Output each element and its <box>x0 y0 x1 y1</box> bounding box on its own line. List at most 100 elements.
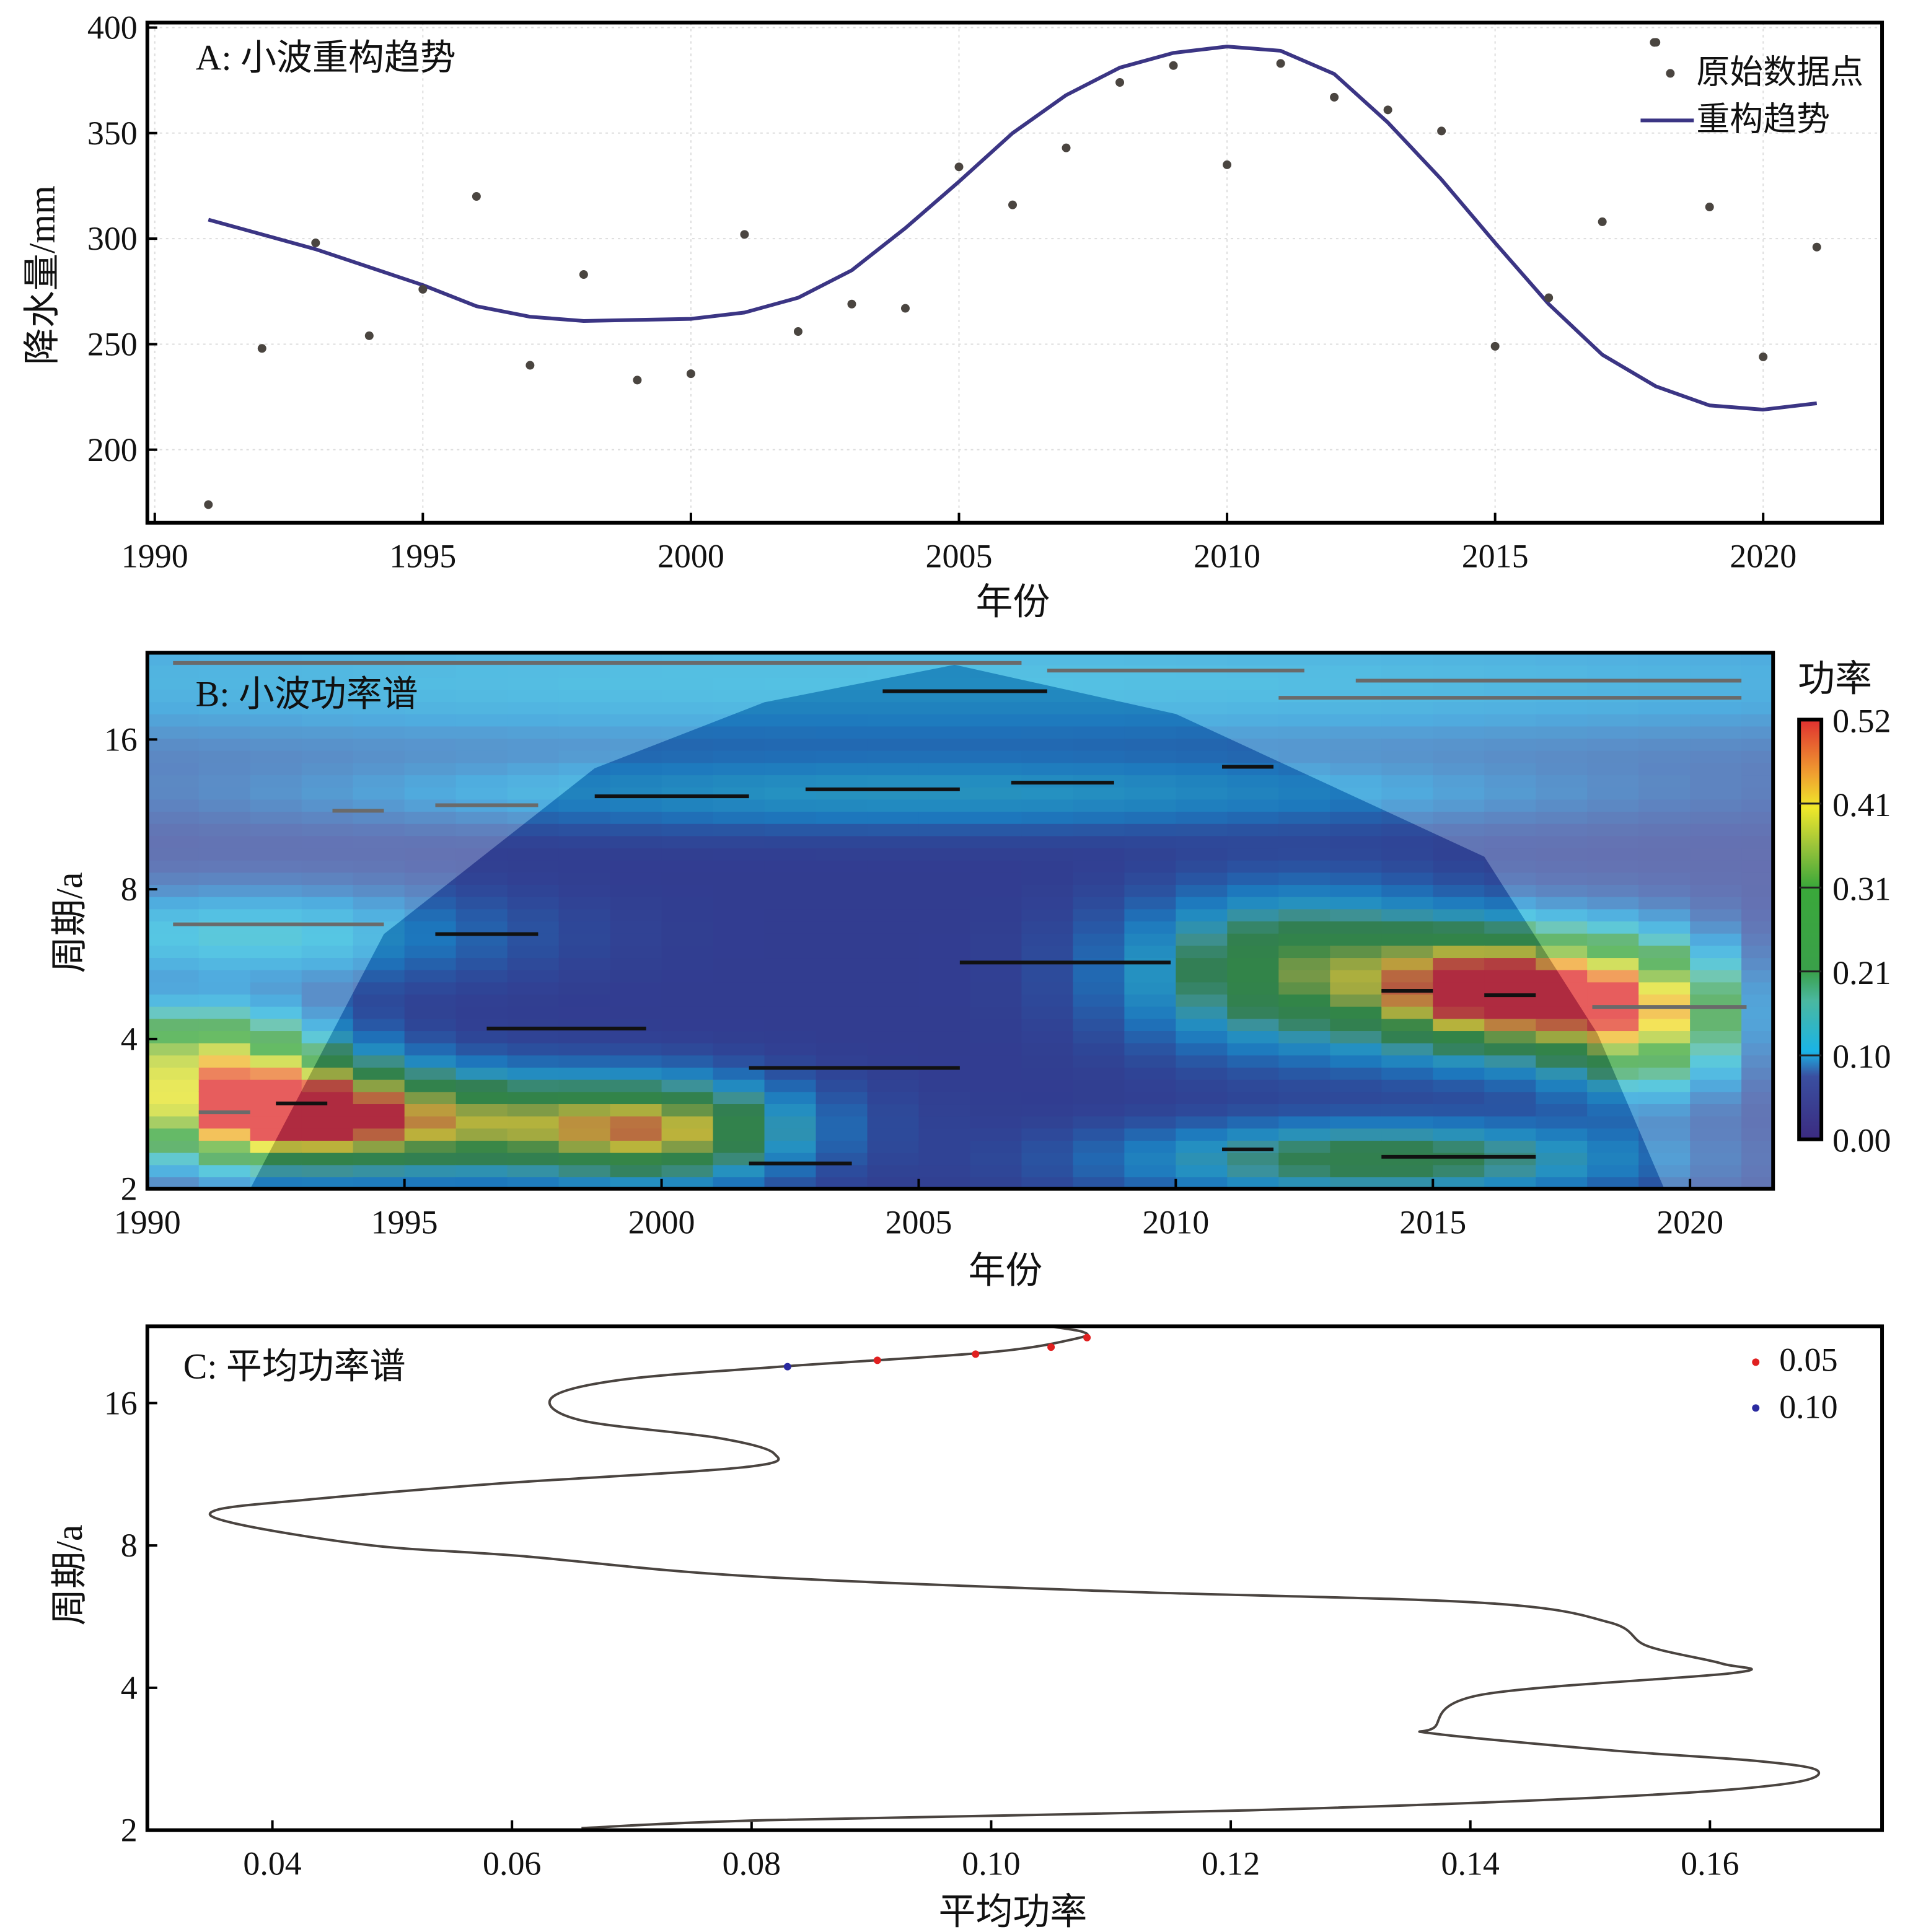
heatmap-cell <box>867 1115 920 1129</box>
heatmap-cell <box>1227 1128 1280 1141</box>
heatmap-cell <box>918 859 971 873</box>
heatmap-cell <box>250 1006 302 1019</box>
heatmap-cell <box>1638 1176 1691 1190</box>
heatmap-cell <box>713 1128 765 1141</box>
heatmap-cell <box>1587 848 1640 861</box>
heatmap-cell <box>1176 896 1228 910</box>
heatmap-cell <box>1587 1079 1640 1092</box>
heatmap-cell <box>918 896 971 910</box>
heatmap-cell <box>507 872 560 885</box>
heatmap-cell <box>1690 1018 1743 1032</box>
heatmap-cell <box>1330 994 1383 1007</box>
heatmap-cell <box>1073 884 1125 897</box>
heatmap-cell <box>1587 1128 1640 1141</box>
heatmap-cell <box>1536 957 1588 970</box>
heatmap-cell <box>455 1164 508 1177</box>
heatmap-cell <box>1484 823 1537 836</box>
colorbar <box>1797 718 1824 1141</box>
heatmap-cell <box>1741 1139 1774 1153</box>
heatmap-cell <box>353 884 405 897</box>
heatmap-cell <box>1587 713 1640 727</box>
heatmap-cell <box>1124 762 1177 776</box>
heatmap-cell <box>250 823 302 836</box>
heatmap-cell <box>713 762 765 776</box>
data-point <box>1169 61 1178 70</box>
heatmap-cell <box>1381 1067 1434 1080</box>
heatmap-cell <box>455 726 508 739</box>
heatmap-cell <box>764 848 817 861</box>
heatmap-cell <box>1638 969 1691 983</box>
heatmap-cell <box>1227 750 1280 763</box>
heatmap-cell <box>301 786 354 800</box>
heatmap-cell <box>558 896 611 910</box>
heatmap-cell <box>1381 1055 1434 1068</box>
heatmap-cell <box>1278 884 1331 897</box>
heatmap-cell <box>1536 1128 1588 1141</box>
heatmap-cell <box>455 859 508 873</box>
heatmap-cell <box>1124 1030 1177 1043</box>
heatmap-cell <box>1124 1042 1177 1056</box>
heatmap-cell <box>198 1079 251 1092</box>
heatmap-cell <box>1484 786 1537 800</box>
heatmap-cell <box>1536 738 1588 751</box>
heatmap-cell <box>1638 823 1691 836</box>
heatmap-cell <box>1124 835 1177 849</box>
heatmap-cell <box>816 835 868 849</box>
heatmap-cell <box>764 738 817 751</box>
legend-raw-points: 原始数据点 <box>1696 53 1863 90</box>
heatmap-cell <box>1741 1104 1774 1117</box>
heatmap-cell <box>455 677 508 690</box>
heatmap-cell <box>764 859 817 873</box>
heatmap-cell <box>918 811 971 824</box>
significance-point <box>873 1356 881 1364</box>
heatmap-cell <box>404 1055 457 1068</box>
heatmap-cell <box>816 994 868 1007</box>
heatmap-cell <box>404 823 457 836</box>
heatmap-cell <box>1536 1176 1588 1190</box>
heatmap-cell <box>250 908 302 922</box>
heatmap-cell <box>455 786 508 800</box>
heatmap-cell <box>1073 1018 1125 1032</box>
heatmap-cell <box>764 835 817 849</box>
heatmap-cell <box>610 823 662 836</box>
heatmap-cell <box>1381 1176 1434 1190</box>
heatmap-cell <box>1124 775 1177 788</box>
data-point <box>204 500 213 509</box>
heatmap-cell <box>1638 811 1691 824</box>
heatmap-cell <box>1021 969 1074 983</box>
heatmap-cell <box>661 994 714 1007</box>
heatmap-cell <box>1536 969 1588 983</box>
heatmap-cell <box>918 1079 971 1092</box>
heatmap-cell <box>147 1104 200 1117</box>
heatmap-cell <box>198 775 251 788</box>
heatmap-cell <box>661 1139 714 1153</box>
heatmap-cell <box>404 884 457 897</box>
heatmap-cell <box>301 799 354 812</box>
heatmap-cell <box>1330 726 1383 739</box>
heatmap-cell <box>1227 1006 1280 1019</box>
heatmap-cell <box>198 945 251 959</box>
heatmap-cell <box>1278 750 1331 763</box>
heatmap-cell <box>147 775 200 788</box>
heatmap-cell <box>1690 726 1743 739</box>
heatmap-cell <box>250 1018 302 1032</box>
heatmap-cell <box>1638 848 1691 861</box>
heatmap-cell <box>867 1067 920 1080</box>
heatmap-cell <box>867 1055 920 1068</box>
heatmap-cell <box>147 994 200 1007</box>
heatmap-cell <box>1227 1079 1280 1092</box>
heatmap-cell <box>867 908 920 922</box>
heatmap-cell <box>1741 1079 1774 1092</box>
heatmap-cell <box>1381 713 1434 727</box>
heatmap-cell <box>1536 896 1588 910</box>
heatmap-cell <box>1330 908 1383 922</box>
heatmap-cell <box>198 848 251 861</box>
heatmap-cell <box>404 775 457 788</box>
heatmap-cell <box>1176 689 1228 703</box>
heatmap-cell <box>1638 981 1691 995</box>
heatmap-cell <box>250 775 302 788</box>
heatmap-cell <box>455 1176 508 1190</box>
heatmap-cell <box>147 1164 200 1177</box>
heatmap-cell <box>1690 1055 1743 1068</box>
heatmap-cell <box>918 848 971 861</box>
